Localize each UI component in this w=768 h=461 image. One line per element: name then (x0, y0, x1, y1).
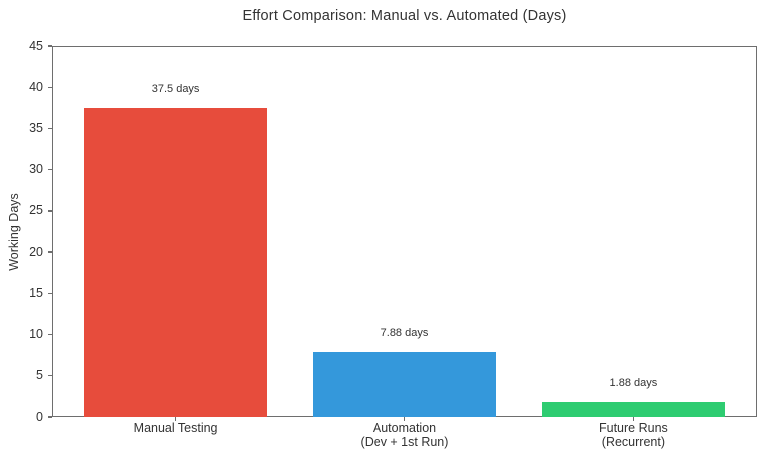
bar-value-label-manual-testing: 37.5 days (151, 82, 200, 95)
y-tick-mark (47, 86, 52, 88)
y-tick-label: 45 (29, 38, 43, 53)
y-tick-label: 20 (29, 244, 43, 259)
y-tick-mark (47, 210, 52, 212)
bar-manual-testing (84, 107, 268, 417)
y-tick-mark (47, 45, 52, 47)
y-tick-label: 35 (29, 120, 43, 135)
y-tick-label: 40 (29, 79, 43, 94)
bar-automation (312, 352, 497, 417)
y-tick-mark (47, 127, 52, 130)
x-tick-label-manual-testing: Manual Testing (133, 421, 218, 435)
x-tick-mark (632, 417, 635, 421)
y-tick-label: 15 (29, 285, 43, 300)
x-tick-mark (174, 417, 177, 421)
x-tick-mark (403, 417, 406, 421)
y-tick-mark (47, 375, 52, 377)
y-tick-mark (47, 333, 52, 336)
bar-value-label-automation: 7.88 days (380, 327, 429, 340)
x-tick-label-automation: Automation (Dev + 1st Run) (360, 421, 449, 449)
bar-future-runs (541, 401, 725, 417)
y-tick-label: 30 (29, 162, 43, 177)
y-tick-label: 0 (36, 409, 43, 424)
chart-title: Effort Comparison: Manual vs. Automated … (242, 8, 567, 24)
bar-value-label-future-runs: 1.88 days (609, 376, 658, 389)
y-tick-label: 10 (29, 327, 43, 342)
y-tick-mark (47, 292, 52, 294)
y-tick-label: 25 (29, 203, 43, 218)
y-tick-label: 5 (36, 368, 43, 383)
y-tick-mark (47, 251, 52, 253)
y-tick-mark (47, 416, 52, 418)
y-tick-mark (47, 169, 52, 171)
x-tick-label-future-runs: Future Runs (Recurrent) (599, 421, 668, 449)
